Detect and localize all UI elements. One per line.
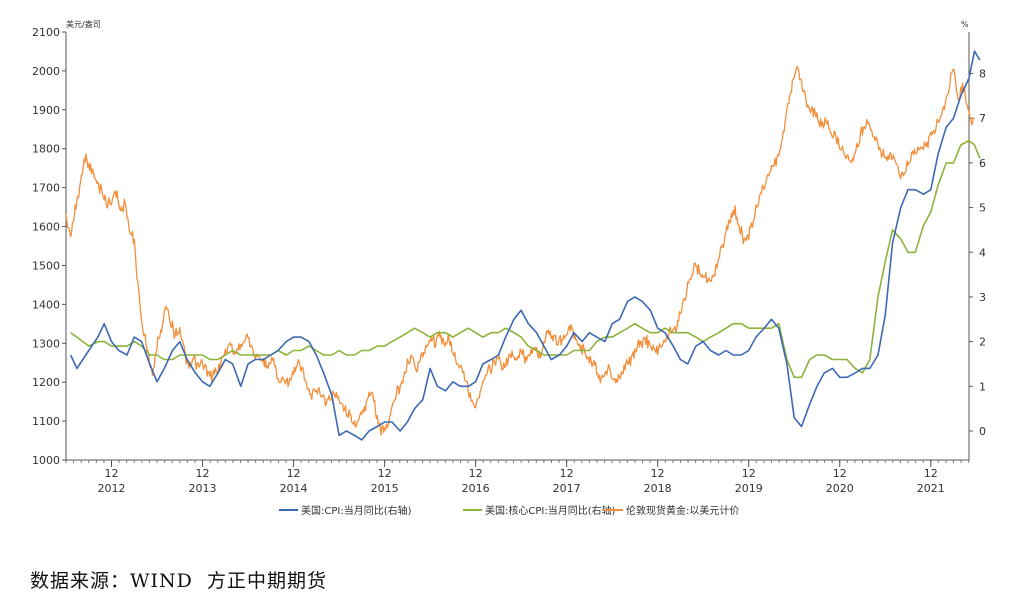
x-year-label: 2013 (189, 482, 217, 495)
left-tick-label: 1400 (32, 298, 60, 311)
right-tick-label: 1 (979, 380, 986, 393)
x-year-label: 2015 (371, 482, 399, 495)
left-tick-label: 1700 (32, 182, 60, 195)
source-value: WIND 方正中期期货 (130, 570, 327, 592)
right-tick-label: 5 (979, 202, 986, 215)
chart-legend: 美国:CPI:当月同比(右轴) 美国:核心CPI:当月同比(右轴) 伦敦现货黄金… (279, 504, 739, 517)
right-tick-label: 6 (979, 157, 986, 170)
left-tick-label: 1800 (32, 143, 60, 156)
series-line-cpi (69, 50, 981, 441)
legend-item-cpi: 美国:CPI:当月同比(右轴) (279, 504, 412, 517)
series-line-gold (65, 65, 975, 436)
right-tick-label: 4 (979, 246, 986, 259)
x-year-label: 2014 (280, 482, 308, 495)
left-tick-label: 1100 (32, 415, 60, 428)
right-tick-label: 7 (979, 112, 986, 125)
legend-label-core-cpi: 美国:核心CPI:当月同比(右轴) (485, 504, 616, 517)
x-tick-label: 12 (833, 467, 847, 480)
legend-item-core-cpi: 美国:核心CPI:当月同比(右轴) (463, 504, 616, 517)
right-tick-label: 0 (979, 425, 986, 438)
right-tick-label: 8 (979, 68, 986, 81)
left-tick-label: 1900 (32, 104, 60, 117)
right-tick-label: 2 (979, 336, 986, 349)
left-tick-label: 1600 (32, 221, 60, 234)
chart-axes: 1000 1100 1200 1300 1400 1500 1600 1700 1800 1900… (32, 26, 986, 495)
left-tick-label: 1200 (32, 376, 60, 389)
x-tick-label: 12 (560, 467, 574, 480)
right-axis-unit: % (961, 20, 969, 29)
x-tick-label: 12 (924, 467, 938, 480)
left-tick-label: 2000 (32, 65, 60, 78)
x-year-label: 2012 (98, 482, 126, 495)
x-year-label: 2020 (826, 482, 854, 495)
x-tick-label: 12 (742, 467, 756, 480)
legend-label-cpi: 美国:CPI:当月同比(右轴) (301, 504, 412, 517)
x-year-label: 2019 (735, 482, 763, 495)
x-tick-label: 12 (469, 467, 483, 480)
chart-series-layer (65, 50, 981, 441)
x-tick-label: 12 (105, 467, 119, 480)
left-tick-label: 1000 (32, 454, 60, 467)
legend-item-gold: 伦敦现货黄金:以美元计价 (604, 504, 739, 517)
x-tick-label: 12 (287, 467, 301, 480)
x-year-label: 2016 (462, 482, 490, 495)
left-tick-label: 1300 (32, 337, 60, 350)
legend-label-gold: 伦敦现货黄金:以美元计价 (626, 504, 739, 517)
source-label: 数据来源： (30, 570, 131, 592)
left-axis-unit: 美元/盎司 (66, 19, 101, 29)
left-tick-label: 2100 (32, 26, 60, 39)
x-year-label: 2018 (644, 482, 672, 495)
x-tick-label: 12 (378, 467, 392, 480)
x-tick-label: 12 (196, 467, 210, 480)
series-line-core-cpi (70, 139, 981, 379)
x-tick-label: 12 (651, 467, 665, 480)
left-tick-label: 1500 (32, 259, 60, 272)
right-tick-label: 3 (979, 291, 986, 304)
source-caption: 数据来源：WIND 方正中期期货 (30, 566, 327, 593)
x-year-label: 2017 (553, 482, 581, 495)
x-year-label: 2021 (917, 482, 945, 495)
